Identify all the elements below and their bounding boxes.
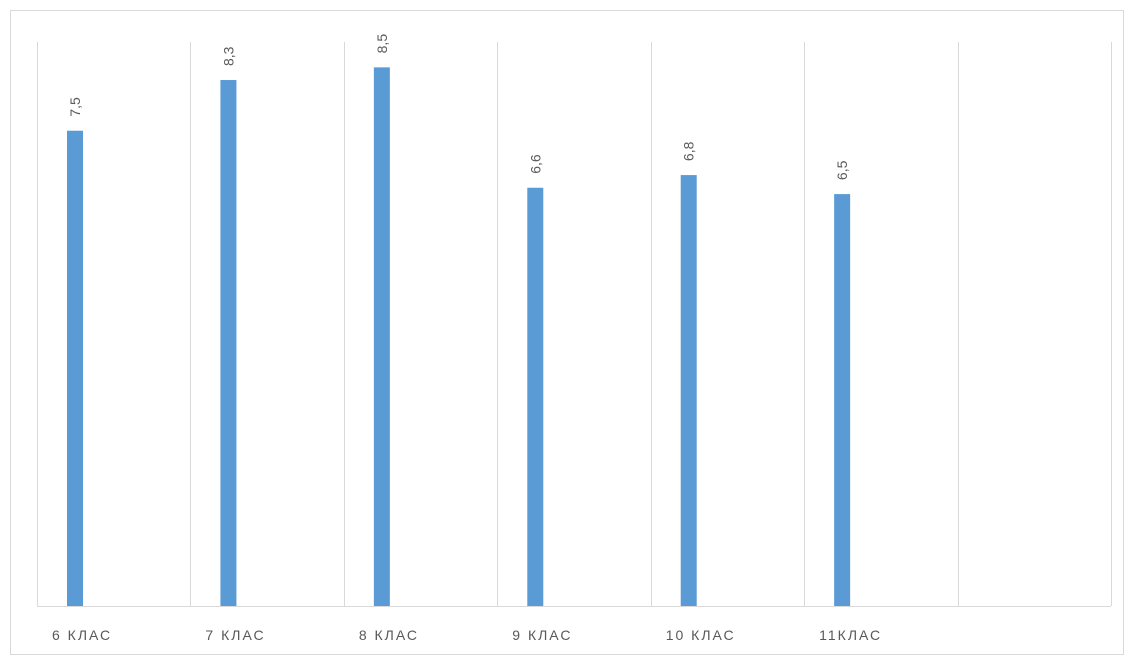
data-label: 8,5: [374, 34, 390, 54]
bar: [67, 130, 83, 606]
x-tick-label: 7 КЛАС: [205, 627, 265, 643]
x-tick-label: 11КЛАС: [819, 627, 882, 643]
bar: [373, 67, 390, 606]
x-tick-label: 8 КЛАС: [359, 627, 419, 643]
bar: [834, 194, 851, 606]
x-tick-label: 6 КЛАС: [52, 627, 112, 643]
x-tick-label: 10 КЛАС: [666, 627, 736, 643]
x-tick-label: 9 КЛАС: [512, 627, 572, 643]
data-label: 6,8: [681, 141, 697, 161]
data-label: 6,5: [834, 160, 850, 180]
bar: [220, 80, 237, 607]
data-label: 7,5: [67, 97, 83, 117]
bar: [680, 175, 697, 606]
data-label: 8,3: [220, 46, 236, 66]
data-label: 6,6: [527, 154, 543, 174]
bar: [527, 187, 544, 606]
chart-frame: [10, 10, 1124, 655]
